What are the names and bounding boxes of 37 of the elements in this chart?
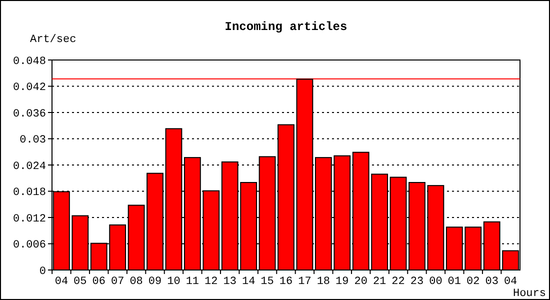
y-tick-label: 0.036: [12, 108, 46, 120]
y-tick-label: 0: [39, 266, 46, 278]
x-tick-label: 19: [336, 276, 349, 288]
y-tick-label: 0.012: [12, 213, 46, 226]
x-tick-label: 04: [504, 276, 518, 288]
y-tick-label: 0.048: [12, 56, 46, 68]
x-tick-label: 16: [279, 276, 293, 288]
y-tick-label: 0.03: [20, 134, 46, 147]
x-tick-label: 09: [148, 276, 162, 288]
x-tick-label: 02: [466, 276, 480, 288]
x-tick-label: 03: [485, 276, 498, 288]
x-tick-label: 20: [354, 276, 368, 288]
y-tick-label: 0.018: [12, 187, 46, 200]
x-tick-label: 15: [260, 276, 274, 288]
y-tick-label: 0.024: [12, 160, 46, 173]
x-tick-label: 18: [316, 276, 330, 288]
x-tick-label: 17: [298, 276, 312, 288]
x-tick-label: 12: [204, 276, 218, 288]
x-tick-label: 22: [392, 276, 405, 288]
y-tick-label: 0.006: [12, 240, 46, 252]
y-tick-label: 0.042: [12, 82, 46, 94]
x-tick-label: 04: [54, 276, 68, 288]
x-tick-label: 14: [242, 276, 256, 288]
x-tick-label: 10: [167, 276, 180, 288]
x-tick-label: 07: [110, 276, 124, 288]
x-tick-label: 23: [410, 276, 424, 288]
x-tick-label: 08: [130, 276, 143, 288]
x-tick-label: 00: [429, 276, 442, 288]
x-tick-label: 06: [92, 276, 106, 288]
x-tick-label: 13: [223, 276, 236, 288]
x-tick-label: 05: [74, 276, 87, 288]
x-tick-label: 21: [372, 276, 387, 288]
chart-title: Incoming articles: [224, 20, 348, 34]
x-tick-label: 01: [448, 276, 462, 288]
x-tick-label: 11: [186, 276, 200, 288]
x-axis-title: Hours: [512, 288, 546, 300]
y-axis-title: Art/sec: [30, 34, 76, 46]
